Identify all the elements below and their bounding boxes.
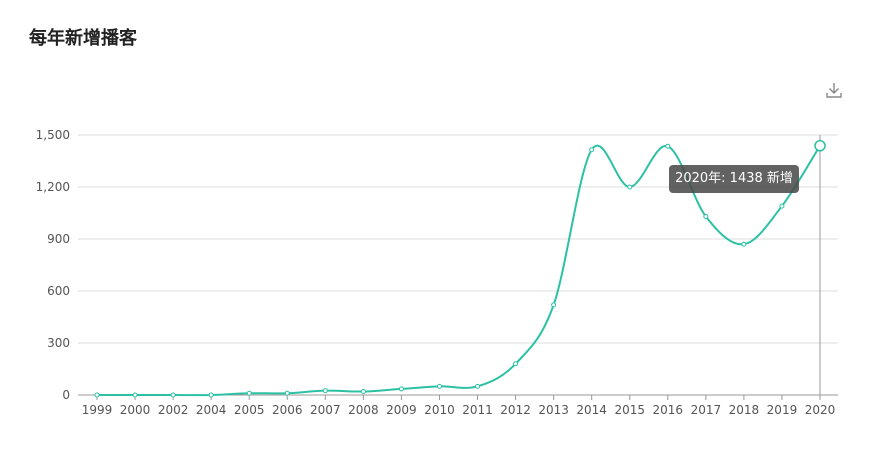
y-axis: 0 300 600 900 1,200 1,500: [36, 128, 70, 402]
x-tick-label: 2006: [272, 403, 303, 417]
data-point[interactable]: [551, 302, 557, 308]
grid-lines: [78, 134, 838, 396]
data-point[interactable]: [322, 388, 328, 394]
x-tick-label: 1999: [82, 403, 113, 417]
x-tick-label: 2020: [805, 403, 836, 417]
data-point[interactable]: [436, 383, 442, 389]
x-tick-label: 2019: [767, 403, 798, 417]
data-point[interactable]: [627, 184, 633, 190]
data-point[interactable]: [513, 361, 519, 367]
x-tick-label: 2012: [500, 403, 531, 417]
data-points: [94, 139, 826, 398]
x-tick-label: 2007: [310, 403, 341, 417]
data-point[interactable]: [475, 383, 481, 389]
data-point[interactable]: [665, 143, 671, 149]
y-tick-label: 0: [62, 388, 70, 402]
data-point[interactable]: [208, 392, 214, 398]
data-point[interactable]: [284, 390, 290, 396]
data-point[interactable]: [170, 392, 176, 398]
x-tick-label: 2002: [158, 403, 189, 417]
x-tick-label: 2009: [386, 403, 417, 417]
y-tick-label: 1,200: [36, 180, 70, 194]
data-point[interactable]: [703, 213, 709, 219]
y-tick-label: 900: [47, 232, 70, 246]
x-tick-label: 2016: [653, 403, 684, 417]
x-tick-label: 2014: [576, 403, 607, 417]
chart-title: 每年新增播客: [29, 28, 137, 49]
data-point[interactable]: [398, 386, 404, 392]
data-point[interactable]: [360, 389, 366, 395]
y-tick-label: 600: [47, 284, 70, 298]
x-axis: 1999 2000 2002 2004 2005 2006 2007 2008 2009 2010…: [82, 395, 836, 417]
y-tick-label: 300: [47, 336, 70, 350]
tooltip: 2020年: 1438 新增: [669, 165, 799, 193]
x-tick-label: 2004: [196, 403, 227, 417]
x-tick-label: 2008: [348, 403, 379, 417]
x-tick-label: 2015: [614, 403, 645, 417]
x-tick-label: 2013: [538, 403, 569, 417]
x-tick-label: 2011: [462, 403, 493, 417]
x-tick-label: 2018: [729, 403, 760, 417]
data-point[interactable]: [779, 203, 785, 209]
x-tick-label: 2017: [691, 403, 722, 417]
x-tick-label: 2005: [234, 403, 265, 417]
y-tick-label: 1,500: [36, 128, 70, 142]
data-point[interactable]: [132, 392, 138, 398]
data-point[interactable]: [94, 392, 100, 398]
x-tick-label: 2000: [120, 403, 151, 417]
highlighted-data-point[interactable]: [814, 139, 826, 152]
x-tick-label: 2010: [424, 403, 455, 417]
data-point[interactable]: [589, 147, 595, 153]
download-icon[interactable]: [824, 80, 844, 100]
data-point[interactable]: [741, 241, 747, 247]
data-point[interactable]: [246, 390, 252, 396]
